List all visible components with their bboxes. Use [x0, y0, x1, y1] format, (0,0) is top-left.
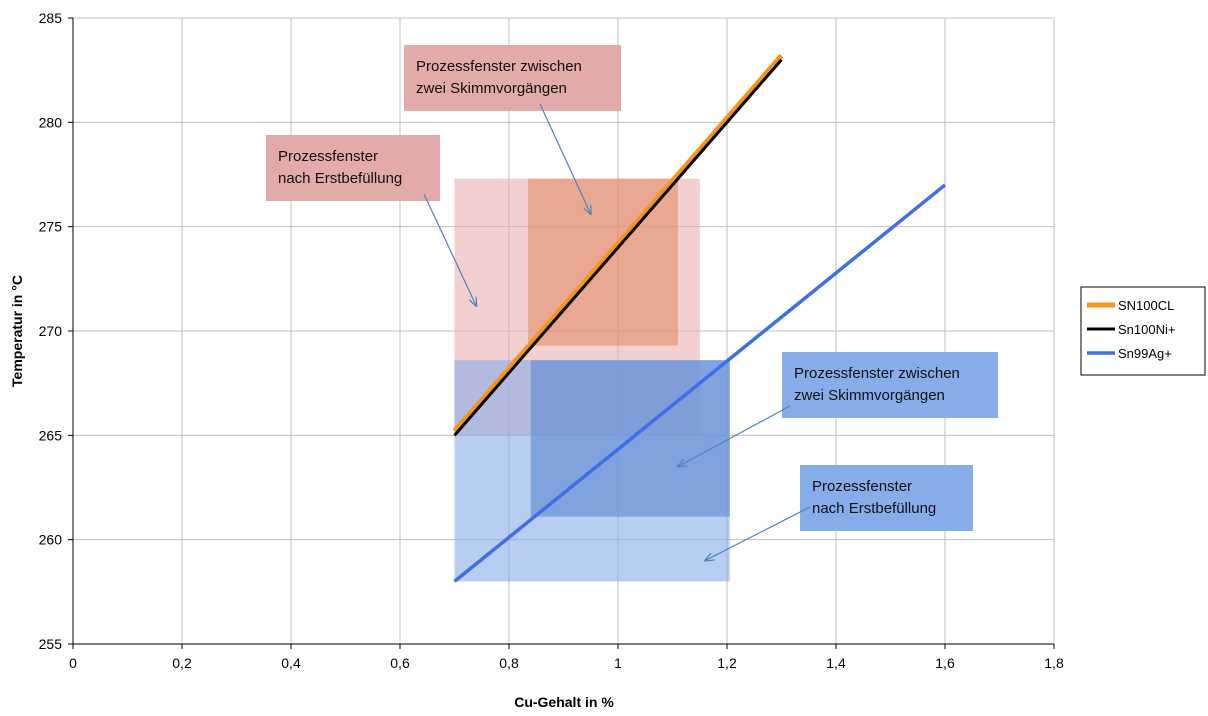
x-tick-label: 1,2 — [717, 655, 737, 671]
annotation-box — [800, 465, 973, 531]
annotation-text: Prozessfenster zwischen — [416, 58, 582, 75]
series-line-sn99ag- — [453, 183, 947, 583]
y-tick-label: 270 — [39, 323, 63, 339]
legend-label: Sn100Ni+ — [1118, 322, 1175, 337]
annotation-text: Prozessfenster — [812, 478, 912, 495]
series-lines — [452, 53, 947, 583]
y-tick-label: 280 — [39, 114, 63, 130]
annotation-box — [404, 45, 621, 111]
y-tick-label: 260 — [39, 532, 63, 548]
y-axis-title: Temperatur in °C — [9, 275, 25, 387]
series-line-sn100ni- — [453, 58, 783, 437]
annotation-arrow — [705, 506, 811, 561]
annotation: Prozessfenster nach Erstbefüllung — [705, 465, 973, 561]
y-tick-label: 265 — [39, 427, 63, 443]
x-tick-label: 1,8 — [1044, 655, 1064, 671]
axes: 0 0,2 0,4 0,6 0,8 1 1,2 1,4 1,6 1,8 255 260 265 270 27… — [39, 10, 1064, 671]
x-tick-label: 0 — [69, 655, 77, 671]
legend-label: SN100CL — [1118, 298, 1174, 313]
y-tick-label: 285 — [39, 10, 63, 26]
x-axis-title: Cu-Gehalt in % — [514, 694, 614, 710]
annotation: Prozessfenster nach Erstbefüllung — [266, 135, 476, 306]
x-tick-label: 1,4 — [826, 655, 846, 671]
legend: SN100CL Sn100Ni+ Sn99Ag+ — [1080, 286, 1206, 376]
annotation-text: zwei Skimmvorgängen — [794, 387, 945, 404]
annotation-text: nach Erstbefüllung — [278, 170, 402, 187]
annotation-text: Prozessfenster zwischen — [794, 365, 960, 382]
x-tick-label: 0,8 — [499, 655, 519, 671]
annotation-arrow — [539, 103, 591, 214]
annotation: Prozessfenster zwischen zwei Skimmvorgäng… — [404, 45, 621, 214]
y-tick-label: 255 — [39, 636, 63, 652]
annotation-text: nach Erstbefüllung — [812, 500, 936, 517]
x-tick-label: 0,4 — [281, 655, 301, 671]
y-tick-label: 275 — [39, 219, 63, 235]
annotation: Prozessfenster zwischen zwei Skimmvorgäng… — [678, 352, 998, 467]
annotations: Prozessfenster zwischen zwei Skimmvorgäng… — [266, 45, 998, 561]
x-tick-label: 0,2 — [172, 655, 192, 671]
legend-box — [1080, 286, 1206, 376]
annotation-arrow — [678, 405, 791, 467]
series-line-sn100cl — [452, 53, 784, 433]
annotation-box — [266, 135, 440, 201]
annotation-arrow — [423, 193, 476, 306]
annotation-text: Prozessfenster — [278, 148, 378, 165]
legend-label: Sn99Ag+ — [1118, 346, 1172, 361]
x-tick-label: 0,6 — [390, 655, 410, 671]
annotation-text: zwei Skimmvorgängen — [416, 80, 567, 97]
annotation-box — [782, 352, 998, 418]
x-tick-label: 1,6 — [935, 655, 955, 671]
x-tick-label: 1 — [614, 655, 622, 671]
